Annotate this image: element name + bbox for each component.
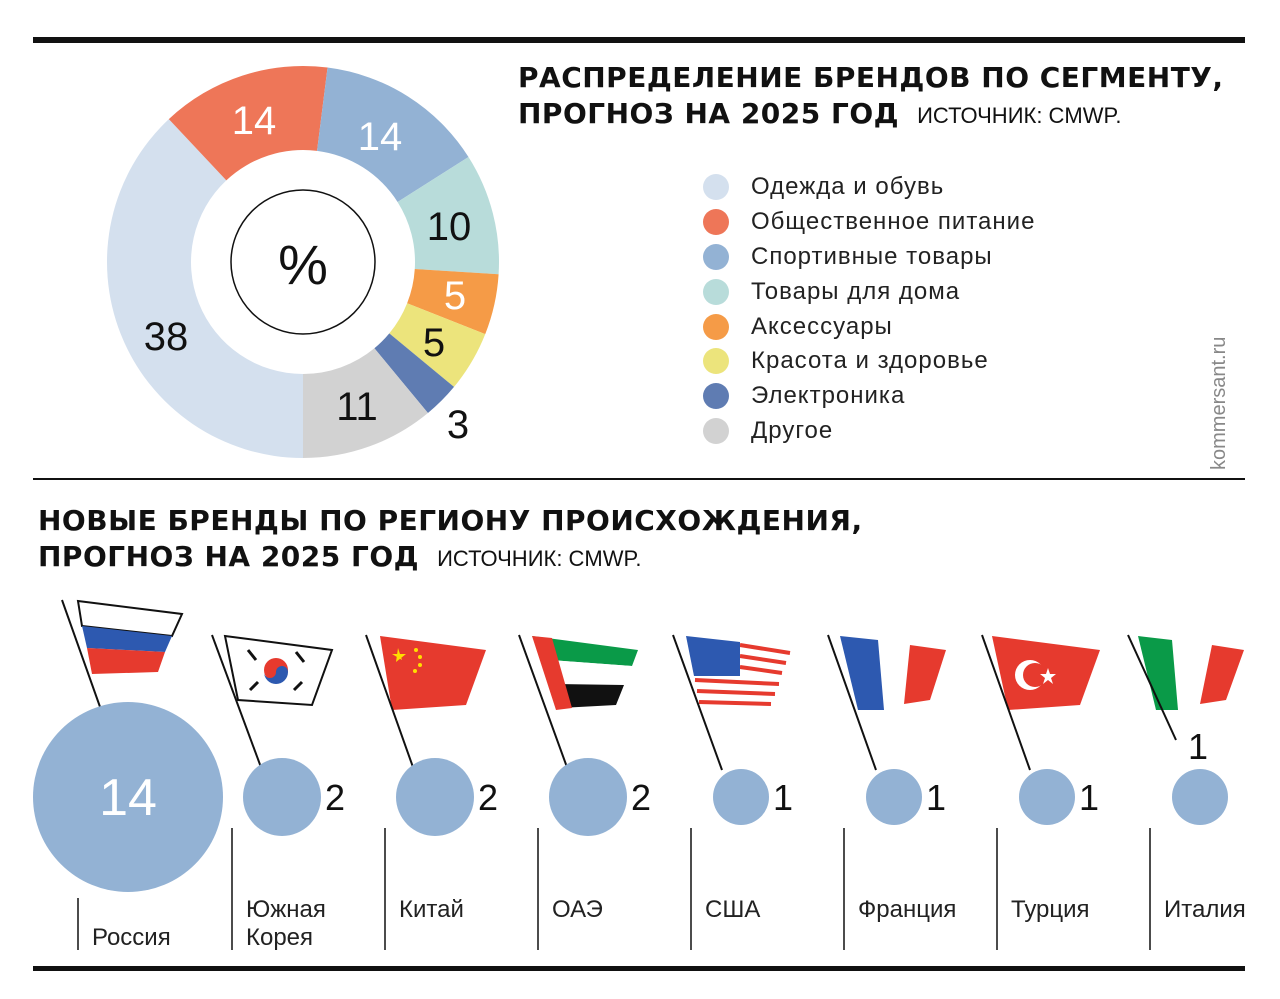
legend-item: Электроника [703, 379, 1035, 414]
legend-item: Аксессуары [703, 309, 1035, 344]
donut-slice [107, 119, 303, 459]
flag-france [827, 634, 946, 771]
source-label: ИСТОЧНИК: CMWP. [917, 103, 1122, 128]
title-line2: ПРОГНОЗ НА 2025 ГОД [518, 97, 900, 130]
legend-swatch [703, 278, 729, 305]
legend-item: Общественное питание [703, 205, 1035, 240]
legend-swatch [703, 383, 729, 410]
legend-label: Электроника [751, 382, 906, 410]
slice-value-label: 10 [427, 205, 472, 249]
bubble [1019, 769, 1075, 825]
legend-label: Товары для дома [751, 277, 961, 305]
bottom-rule [33, 966, 1245, 971]
bubble-value-label: 1 [1188, 726, 1208, 767]
source-label: ИСТОЧНИК: CMWP. [437, 546, 642, 571]
slice-value-label: 5 [423, 321, 445, 365]
title-line2: ПРОГНОЗ НА 2025 ГОД [38, 540, 420, 573]
country-label: Италия [1164, 896, 1246, 923]
flag-turkey [981, 634, 1100, 771]
legend-label: Красота и здоровье [751, 347, 989, 375]
legend-item: Товары для дома [703, 274, 1035, 309]
donut-slice [303, 348, 428, 458]
flag-uae [518, 634, 638, 771]
flag-italy [1127, 634, 1244, 741]
country-label: Южная Корея [246, 896, 326, 951]
legend-item: Другое [703, 414, 1035, 449]
legend-label: Общественное питание [751, 208, 1036, 236]
bubble [713, 769, 769, 825]
bubble [866, 769, 922, 825]
middle-rule [33, 478, 1245, 480]
bubble-value-label: 2 [631, 777, 651, 818]
unit-label: % [278, 233, 328, 296]
bubble-value-label: 2 [325, 777, 345, 818]
legend-swatch [703, 313, 729, 340]
donut-slice [374, 333, 455, 414]
bubble-value-label: 14 [99, 769, 157, 827]
title-line1: НОВЫЕ БРЕНДЫ ПО РЕГИОНУ ПРОИСХОЖДЕНИЯ, [38, 504, 863, 537]
country-label: США [705, 896, 761, 923]
legend-item: Красота и здоровье [703, 344, 1035, 379]
donut-slice [317, 67, 469, 202]
donut-slice [168, 65, 328, 181]
legend-item: Одежда и обувь [703, 170, 1035, 205]
slice-value-label: 38 [144, 315, 189, 359]
legend-item: Спортивные товары [703, 240, 1035, 275]
bubble-value-label: 1 [773, 777, 793, 818]
legend-swatch [703, 209, 729, 236]
legend-label: Аксессуары [751, 312, 893, 340]
flag-china [365, 634, 486, 771]
center-circle [230, 189, 376, 335]
legend-swatch [703, 243, 729, 270]
bubble-chart: 14 2 2 2 1 1 1 1 [33, 702, 1228, 950]
slice-value-label: 3 [447, 403, 469, 447]
top-rule [33, 37, 1245, 43]
bubble-value-label: 1 [926, 777, 946, 818]
bubble [1172, 769, 1228, 825]
flag-south-korea [211, 634, 334, 771]
legend-swatch [703, 174, 729, 201]
country-label: Россия [92, 924, 171, 951]
legend-label: Спортивные товары [751, 242, 993, 270]
title-line1: РАСПРЕДЕЛЕНИЕ БРЕНДОВ ПО СЕГМЕНТУ, [518, 61, 1224, 94]
bubble-value-label: 2 [478, 777, 498, 818]
bubble [33, 702, 223, 892]
donut-title: РАСПРЕДЕЛЕНИЕ БРЕНДОВ ПО СЕГМЕНТУ, ПРОГН… [518, 60, 1224, 134]
donut-slice [407, 269, 499, 335]
legend-label: Одежда и обувь [751, 173, 945, 201]
legend-swatch [703, 348, 729, 375]
slice-value-label: 14 [232, 99, 277, 143]
legend: Одежда и обувь Общественное питание Спорти… [703, 170, 1035, 448]
country-label: Турция [1011, 896, 1090, 923]
donut-slice [397, 156, 500, 275]
country-label: Франция [858, 896, 957, 923]
slice-value-label: 14 [358, 115, 403, 159]
legend-label: Другое [751, 416, 834, 444]
bubble [243, 758, 321, 836]
flags [61, 599, 1244, 771]
bubble-title: НОВЫЕ БРЕНДЫ ПО РЕГИОНУ ПРОИСХОЖДЕНИЯ, П… [38, 503, 863, 577]
slice-value-label: 5 [444, 274, 466, 318]
bubble [396, 758, 474, 836]
flag-russia [61, 599, 184, 736]
slice-value-label: 11 [336, 385, 378, 429]
bubble-value-label: 1 [1079, 777, 1099, 818]
flag-usa [672, 634, 792, 771]
country-label: Китай [399, 896, 464, 923]
bubble [549, 758, 627, 836]
legend-swatch [703, 417, 729, 444]
country-label: ОАЭ [552, 896, 603, 923]
donut-slice [389, 303, 486, 387]
